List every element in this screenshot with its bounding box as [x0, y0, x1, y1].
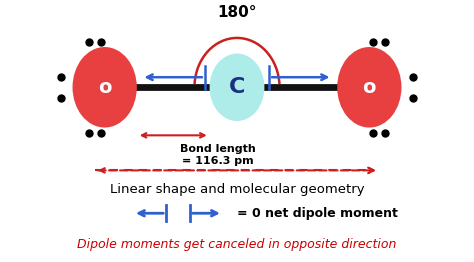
Ellipse shape	[210, 53, 264, 121]
Text: Dipole moments get canceled in opposite direction: Dipole moments get canceled in opposite …	[77, 238, 397, 251]
Text: o: o	[98, 78, 111, 97]
Ellipse shape	[73, 47, 137, 128]
Text: Bond length
= 116.3 pm: Bond length = 116.3 pm	[180, 144, 256, 166]
Text: o: o	[363, 78, 376, 97]
Text: 180°: 180°	[217, 5, 257, 20]
Text: Linear shape and molecular geometry: Linear shape and molecular geometry	[109, 183, 365, 196]
Ellipse shape	[337, 47, 401, 128]
Text: C: C	[229, 77, 245, 97]
Text: = 0 net dipole moment: = 0 net dipole moment	[237, 207, 398, 220]
